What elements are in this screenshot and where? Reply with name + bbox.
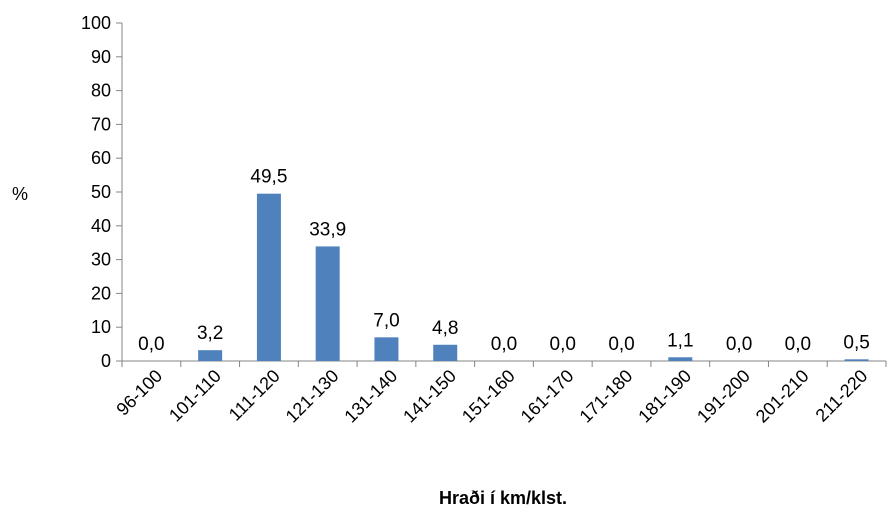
bar: [433, 344, 458, 361]
y-tick-label: 60: [91, 148, 111, 168]
bar: [315, 246, 340, 361]
x-tick-label: 211-220: [812, 366, 872, 426]
data-label: 0,0: [491, 334, 517, 355]
y-tick-label: 80: [91, 81, 111, 101]
bar: [668, 357, 693, 361]
x-tick-label: 131-140: [340, 366, 401, 427]
x-tick-label: 201-210: [752, 366, 813, 427]
y-tick-label: 50: [91, 182, 111, 202]
x-tick-label: 111-120: [225, 366, 284, 425]
x-axis-title: Hraði í km/klst.: [439, 488, 567, 508]
data-label: 0,0: [608, 334, 634, 355]
x-tick-label: 121-130: [282, 366, 343, 427]
x-tick-label: 96-100: [112, 366, 166, 420]
bar: [844, 359, 869, 361]
bar: [256, 193, 281, 361]
y-tick-label: 90: [91, 47, 111, 67]
data-label: 0,0: [550, 334, 576, 355]
x-tick-label: 141-150: [399, 366, 460, 427]
x-tick-label: 191-200: [693, 366, 754, 427]
y-axis-title: %: [12, 184, 28, 204]
bar-series: [198, 193, 869, 361]
y-tick-label: 100: [81, 13, 111, 33]
x-tick-label: 151-160: [458, 366, 519, 427]
y-tick-label: 0: [101, 351, 111, 371]
data-label: 4,8: [432, 318, 458, 339]
data-labels: 0,0 3,2 49,5 33,9 7,0 4,8 0,0 0,0 0,0 1,1 0,0 0,0 0,…: [138, 167, 870, 355]
data-label: 3,2: [197, 323, 223, 344]
x-tick-label: 171-180: [576, 366, 637, 427]
data-label: 0,0: [726, 334, 752, 355]
x-tick-label: 161-170: [517, 366, 578, 427]
y-tick-label: 40: [91, 216, 111, 236]
data-label: 0,0: [785, 334, 811, 355]
data-label: 33,9: [309, 219, 346, 240]
y-tick-label: 10: [91, 317, 111, 337]
x-tick-label: 101-110: [165, 366, 225, 426]
x-tick-label: 181-190: [634, 366, 695, 427]
data-label: 49,5: [250, 167, 287, 188]
bar: [198, 350, 223, 361]
y-axis: 0 10 20 30 40 50 60 70 80 90 100: [81, 13, 123, 371]
data-label: 0,0: [138, 334, 164, 355]
data-label: 7,0: [373, 310, 399, 331]
bar: [374, 337, 399, 361]
y-tick-label: 70: [91, 114, 111, 134]
y-tick-label: 30: [91, 250, 111, 270]
y-tick-label: 20: [91, 283, 111, 303]
data-label: 0,5: [843, 332, 869, 353]
data-label: 1,1: [667, 330, 693, 351]
